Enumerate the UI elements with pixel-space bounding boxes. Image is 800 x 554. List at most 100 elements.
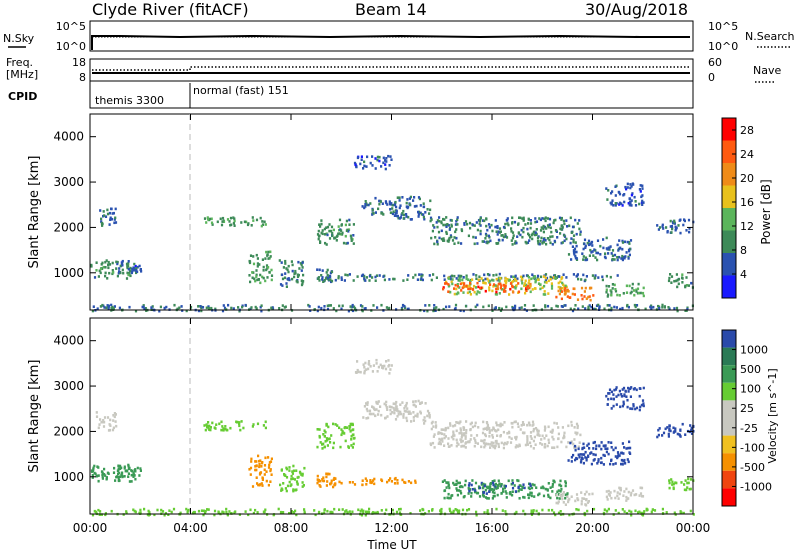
velocity-point <box>452 509 455 513</box>
power-point <box>497 282 500 286</box>
velocity-point <box>527 421 531 425</box>
power-point <box>642 294 645 298</box>
power-point <box>286 268 289 272</box>
power-point <box>308 305 311 308</box>
velocity-point <box>257 454 260 458</box>
power-point <box>381 211 384 215</box>
power-point <box>347 228 351 231</box>
power-point <box>640 201 643 205</box>
power-point <box>261 258 264 261</box>
velocity-point <box>381 364 384 368</box>
power-point <box>564 304 567 307</box>
power-point <box>484 277 487 281</box>
power-point <box>265 268 268 272</box>
velocity-point <box>585 456 588 460</box>
velocity-point <box>130 469 133 472</box>
power-point <box>548 217 552 221</box>
power-point <box>465 274 468 278</box>
power-point <box>661 223 664 227</box>
velocity-point <box>329 441 332 444</box>
power-region <box>203 216 267 228</box>
velocity-point <box>473 487 476 491</box>
power-point <box>136 265 139 269</box>
velocity-point <box>616 451 620 454</box>
power-point <box>406 307 409 311</box>
power-point <box>536 239 540 243</box>
power-point <box>318 268 321 272</box>
velocity-point <box>498 424 501 427</box>
power-point <box>582 247 585 251</box>
power-point <box>110 307 113 310</box>
power-point <box>108 211 111 215</box>
velocity-point <box>105 477 108 481</box>
power-point <box>116 262 119 266</box>
velocity-point <box>328 437 331 440</box>
velocity-point <box>563 434 566 437</box>
power-point <box>317 305 320 309</box>
velocity-colorbar-segment <box>722 382 736 401</box>
velocity-point <box>575 457 579 461</box>
velocity-point <box>600 447 603 451</box>
power-point <box>475 292 478 296</box>
velocity-point <box>455 444 458 448</box>
velocity-point <box>292 464 295 468</box>
velocity-point <box>635 406 639 410</box>
velocity-point <box>338 480 341 484</box>
power-point <box>538 217 541 220</box>
power-point <box>473 224 476 227</box>
velocity-point <box>286 484 290 488</box>
power-point <box>338 228 341 232</box>
velocity-point <box>552 511 556 514</box>
velocity-point <box>369 365 372 368</box>
velocity-point <box>372 364 375 367</box>
velocity-point <box>683 483 686 486</box>
velocity-point <box>390 405 393 409</box>
velocity-point <box>364 477 367 480</box>
power-point <box>295 279 298 283</box>
power-point <box>98 269 101 273</box>
velocity-point <box>494 482 497 486</box>
power-point <box>568 224 571 228</box>
power-point <box>449 277 452 281</box>
velocity-point <box>336 424 339 427</box>
velocity-point <box>380 509 383 512</box>
velocity-point <box>396 482 399 485</box>
power-point <box>365 165 368 168</box>
power-point <box>480 277 483 280</box>
power-point <box>290 260 293 263</box>
power-point <box>641 187 644 190</box>
velocity-point <box>452 424 455 428</box>
power-point <box>635 304 639 307</box>
velocity-point <box>341 508 344 511</box>
velocity-point <box>249 508 252 512</box>
power-point <box>317 229 320 233</box>
power-point <box>256 278 259 282</box>
velocity-point <box>602 444 605 448</box>
power-point <box>136 270 139 273</box>
power-point <box>297 260 300 264</box>
power-point <box>527 276 531 279</box>
velocity-point <box>656 435 659 439</box>
velocity-point <box>495 423 498 427</box>
power-point <box>633 293 636 297</box>
velocity-point <box>356 360 359 363</box>
velocity-point <box>544 443 547 446</box>
power-point <box>588 254 591 257</box>
velocity-point <box>467 487 470 490</box>
velocity-point <box>557 432 560 436</box>
power-point <box>363 277 366 280</box>
velocity-colorbar-tick-label: 25 <box>740 402 754 415</box>
velocity-point <box>592 441 595 445</box>
velocity-point <box>351 446 354 449</box>
power-point <box>378 199 381 203</box>
power-point <box>455 287 458 291</box>
velocity-point <box>471 479 474 482</box>
velocity-point <box>563 436 566 439</box>
velocity-point <box>334 483 337 486</box>
velocity-point <box>186 510 189 514</box>
velocity-point <box>668 481 671 485</box>
power-point <box>553 274 557 277</box>
velocity-point <box>455 487 458 490</box>
velocity-point <box>100 513 103 516</box>
power-point <box>256 265 259 268</box>
